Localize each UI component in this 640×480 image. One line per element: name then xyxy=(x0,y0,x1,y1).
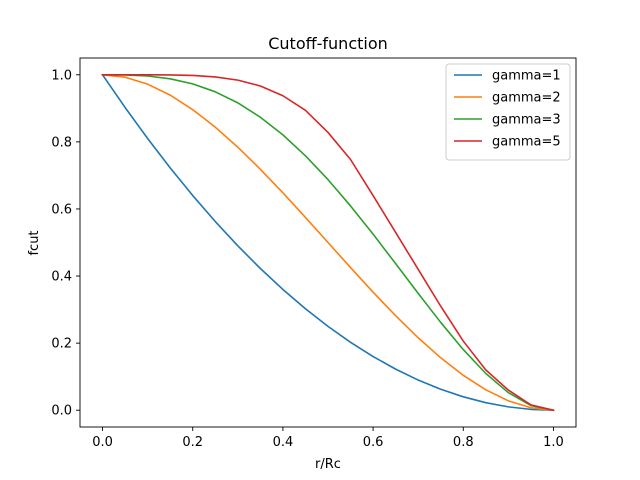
y-tick-label: 0.8 xyxy=(51,135,72,150)
x-tick-label: 0.2 xyxy=(182,435,203,450)
legend-label-3: gamma=3 xyxy=(492,113,561,128)
legend-label-4: gamma=5 xyxy=(492,135,561,150)
x-tick-label: 0.6 xyxy=(363,435,384,450)
series-line-4 xyxy=(101,73,555,412)
y-tick-label: 0.2 xyxy=(51,337,72,352)
legend-label-2: gamma=2 xyxy=(492,91,561,106)
x-tick-label: 0.8 xyxy=(453,435,474,450)
x-tick-label: 0.0 xyxy=(92,435,113,450)
y-tick-label: 0.6 xyxy=(51,202,72,217)
y-tick-label: 0.0 xyxy=(51,404,72,419)
axes: 0.0 0.2 0.4 0.6 0.8 1.0 0.0 0.2 0.4 0.6 0.8 1.0 xyxy=(51,57,577,450)
series-line-3 xyxy=(101,73,555,412)
legend: gamma=1 gamma=2 gamma=3 gamma=5 xyxy=(445,63,571,161)
legend-label-1: gamma=1 xyxy=(492,69,561,84)
y-tick-label: 1.0 xyxy=(51,68,72,83)
axes-frame xyxy=(79,57,577,428)
x-axis-label: r/Rc xyxy=(315,457,341,472)
legend-box xyxy=(445,63,571,161)
series-line-1 xyxy=(101,73,555,412)
x-tick-label: 0.4 xyxy=(273,435,294,450)
y-axis-label: fcut xyxy=(27,230,42,255)
plot-area xyxy=(101,73,555,412)
chart-title: Cutoff-function xyxy=(268,34,388,53)
y-tick-label: 0.4 xyxy=(51,270,72,285)
series-line-2 xyxy=(101,73,555,412)
x-tick-label: 1.0 xyxy=(543,435,564,450)
